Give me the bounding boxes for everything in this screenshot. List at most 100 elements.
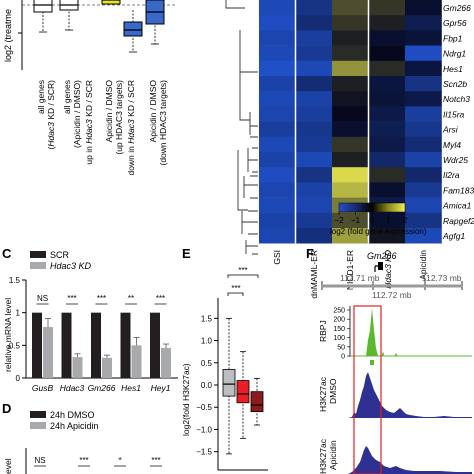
heatmap-cell (332, 182, 369, 198)
heatmap-cell (259, 212, 296, 229)
colorbar-tick-label: 2 (403, 216, 408, 225)
condition-label: GSI (272, 250, 282, 265)
heatmap-cell (405, 136, 442, 153)
ytick-label: 0 (16, 374, 21, 383)
heatmap-cell (368, 15, 406, 31)
rbpj-small-peaks (381, 351, 398, 357)
heatmap-cell (295, 76, 333, 92)
heatmap-cell (295, 45, 333, 62)
panel-a-ylabel: log2 (treatme (3, 9, 13, 62)
panel-b-gene-labels: Gm266 Gpr56 Fbp1 Ndrg1 Hes1 Scn2b Notch3 Il15ra… (442, 3, 474, 241)
panel-c-letter: C (2, 246, 12, 261)
panel-a-xtick-label: all genes (Apicidin / DMSO) (62, 80, 82, 148)
gene-label: Il2ra (443, 170, 460, 180)
panel-e-boxes (222, 317, 264, 455)
heatmap-cell (405, 167, 442, 183)
condition-label: Apicidin (418, 250, 428, 280)
panel-d-ylabel: evel (3, 458, 13, 474)
ytick-label: 1.0 (201, 337, 213, 346)
sig-bracket-inner (227, 292, 244, 296)
sig-bracket-outer (227, 274, 259, 278)
heatmap-cell (295, 197, 333, 214)
panel-c-ylabel: relative mRNA level (3, 298, 13, 372)
gene-label: Hes1 (443, 64, 463, 74)
ytick-label: 1.5 (9, 276, 21, 285)
sig-label: *** (151, 456, 160, 465)
sig-label: *** (79, 456, 88, 465)
heatmap-cell (332, 136, 369, 153)
heatmap-cell (259, 167, 296, 183)
svg-text:up in Hdac3 KD / SCR: up in Hdac3 KD / SCR (84, 80, 94, 165)
bar (61, 312, 72, 378)
bar (72, 357, 83, 378)
heatmap-cell (405, 91, 442, 107)
heatmap-cell (332, 45, 369, 62)
svg-text:(Hdac3 KD / SCR): (Hdac3 KD / SCR) (46, 80, 56, 150)
heatmap-cell (405, 152, 442, 168)
ytick-label: 1.5 (201, 314, 213, 323)
gene-name: Gm266 (367, 251, 397, 261)
bar (102, 357, 112, 378)
dendrogram-branch (245, 240, 258, 255)
panel-e-letter: E (182, 246, 191, 261)
heatmap-cell (368, 228, 406, 244)
svg-text:all genes: all genes (36, 80, 46, 114)
bar (32, 312, 42, 378)
heatmap-cell (259, 121, 296, 138)
heatmap-cell (368, 0, 406, 16)
bar (120, 312, 131, 378)
heatmap-cell (295, 212, 333, 229)
panel-e-yticks: 1.5 1.0 0.5 0.0 −0.5 −1.0 −1.5 (196, 314, 218, 457)
heatmap-cell (368, 167, 406, 183)
sig-label-outer: *** (238, 266, 247, 275)
gene-label: Rapgef2 (443, 216, 474, 226)
ytick-label: 50 (337, 344, 345, 351)
heatmap-cell (405, 30, 442, 46)
heatmap-cell (332, 212, 369, 229)
panel-c: C SCR Hdac3 KD relative mRNA level 0 0.5 1… (2, 246, 178, 393)
h3k27ac-dmso-signal (348, 372, 472, 418)
heatmap-cell (405, 212, 442, 229)
rbpj-yticks: 250 200 150 100 50 0 (333, 308, 350, 361)
legend-label-scr: SCR (50, 250, 70, 260)
sig-label: *** (67, 294, 76, 303)
colorbar-label: log2 (fold gene expression) (330, 227, 427, 236)
box (123, 21, 143, 37)
rbpj-peak-call (370, 360, 374, 365)
panel-d: D 24h DMSO 24h Apicidin evel NS *** * *** (2, 401, 162, 474)
ytick-label: 200 (333, 317, 345, 324)
panel-d-significance: NS *** * *** (34, 456, 162, 467)
colorbar-tick-label: −1 (351, 216, 361, 225)
heatmap-cell (368, 30, 406, 46)
dendrogram-branch (239, 30, 258, 135)
legend-label-hdac3kd: Hdac3 KD (50, 261, 92, 271)
gene-label: Fbp1 (443, 33, 463, 43)
gene-label: Arsi (442, 125, 459, 135)
heatmap-cell (368, 152, 406, 168)
box (33, 0, 53, 13)
dendrogram-branch (243, 175, 258, 199)
heatmap-cell (332, 121, 369, 138)
heatmap-cell (332, 91, 369, 107)
track-label-dmso: DMSO (328, 378, 338, 404)
svg-text:down in Hdac3 KD / SCR: down in Hdac3 KD / SCR (126, 80, 136, 175)
legend-label-apicidin: 24h Apicidin (50, 421, 99, 431)
heatmap-cell (295, 91, 333, 107)
heatmap-cell (259, 76, 296, 92)
bar (161, 347, 171, 378)
ytick-label: 0.0 (201, 381, 213, 390)
heatmap-cell (295, 60, 333, 77)
heatmap-cell (332, 60, 369, 77)
heatmap-cell (295, 152, 333, 168)
panel-a-xtick-label: Apicidin / DMSO (down HDAC3 targets) (148, 80, 168, 166)
heatmap-cell (405, 45, 442, 62)
panel-a: log2 (treatme all genes(Hdac3 KD / SCR) a… (3, 0, 175, 175)
heatmap-cell (295, 136, 333, 153)
bar (91, 312, 101, 378)
bar (131, 345, 142, 378)
heatmap-cell (295, 15, 333, 31)
heatmap-cell (259, 30, 296, 46)
sig-label: NS (37, 294, 48, 303)
gene-label: Gpr56 (443, 18, 467, 28)
